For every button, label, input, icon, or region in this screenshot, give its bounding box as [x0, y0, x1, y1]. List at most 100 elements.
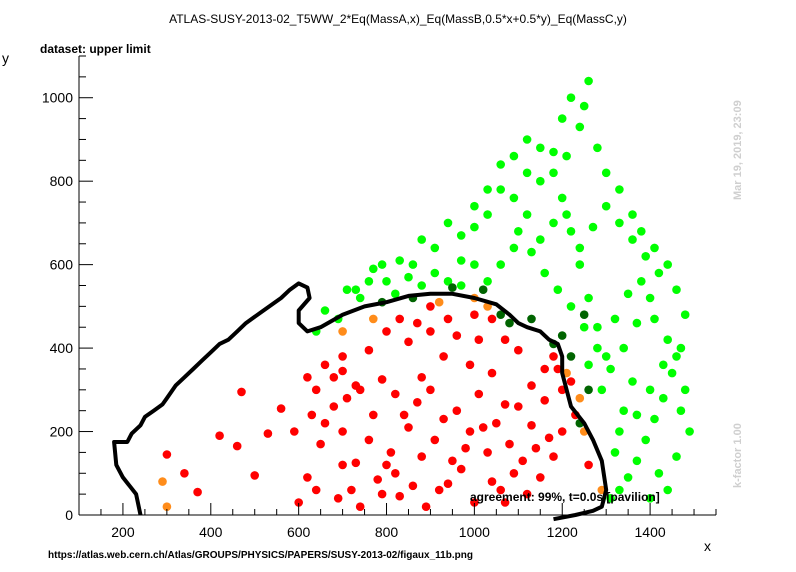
- allowed-point: [676, 343, 686, 353]
- excluded-point: [531, 443, 541, 453]
- allowed-point: [601, 201, 611, 211]
- excluded-point: [382, 327, 391, 336]
- agreement-label: agreement: 99%, t=0.0s [pavilion]: [470, 490, 660, 504]
- excluded-point: [522, 489, 532, 499]
- allowed-point: [672, 452, 681, 461]
- allowed-point: [391, 289, 400, 299]
- allowed-point: [593, 322, 602, 332]
- excluded-point: [487, 477, 497, 486]
- excluded-point: [355, 502, 365, 512]
- allowed-point: [588, 222, 598, 232]
- excluded-point: [303, 473, 312, 482]
- excluded-point: [386, 448, 396, 457]
- allowed-point: [654, 469, 664, 478]
- allowed-point: [659, 393, 668, 403]
- allowed-point: [584, 293, 593, 303]
- allowed-point: [637, 277, 646, 286]
- allowed-point: [320, 306, 330, 315]
- excluded-point: [500, 335, 510, 345]
- allowed-point: [443, 218, 453, 228]
- allowed-point: [659, 360, 668, 370]
- allowed-point: [566, 302, 576, 311]
- allowed-point: [637, 227, 646, 236]
- allowed-point: [610, 448, 620, 457]
- allowed-point: [456, 281, 466, 290]
- excluded_border-point: [434, 297, 444, 307]
- excluded-point: [470, 498, 479, 507]
- allowed_border-point: [557, 331, 567, 340]
- excluded-point: [364, 345, 374, 355]
- excluded-point: [465, 360, 475, 370]
- excluded-point: [338, 352, 347, 361]
- allowed-point: [575, 122, 585, 132]
- excluded-point: [540, 396, 549, 405]
- allowed-point: [404, 272, 413, 282]
- y-tick-label: 800: [50, 173, 74, 189]
- excluded-point: [294, 498, 304, 507]
- excluded-point: [342, 393, 352, 403]
- excluded-point: [474, 389, 484, 399]
- allowed-point: [650, 243, 659, 253]
- excluded-point: [540, 364, 549, 374]
- points-layer: [112, 76, 694, 522]
- excluded-point: [413, 318, 422, 328]
- allowed-point: [663, 335, 672, 345]
- excluded-point: [250, 471, 259, 480]
- allowed-point: [610, 314, 620, 324]
- excluded-point: [426, 327, 435, 336]
- allowed-point: [663, 260, 672, 269]
- excluded-point: [448, 456, 457, 466]
- allowed-point: [443, 277, 453, 286]
- allowed-point: [628, 235, 637, 244]
- excluded-point: [237, 387, 246, 397]
- excluded-point: [290, 427, 299, 436]
- allowed-point: [615, 485, 624, 495]
- allowed-point: [369, 264, 378, 274]
- x-tick-label: 1400: [635, 524, 666, 540]
- excluded-point: [320, 360, 330, 370]
- allowed-point: [641, 251, 650, 261]
- y-tick-label: 1000: [42, 90, 73, 106]
- allowed-point: [663, 485, 672, 495]
- excluded-point: [333, 494, 343, 503]
- allowed-point: [597, 385, 607, 395]
- allowed-point: [606, 364, 615, 374]
- excluded_border-point: [162, 502, 172, 512]
- allowed-point: [606, 494, 615, 503]
- allowed-point: [456, 256, 466, 265]
- allowed-point: [470, 201, 479, 211]
- allowed-point: [650, 414, 659, 424]
- excluded-point: [452, 331, 462, 340]
- allowed-point: [584, 360, 593, 370]
- excluded_border-point: [575, 393, 585, 403]
- allowed_border-point: [448, 283, 457, 292]
- excluded-point: [509, 469, 519, 478]
- excluded-point: [408, 481, 418, 491]
- excluded-point: [311, 485, 321, 495]
- allowed-point: [536, 176, 545, 186]
- excluded-point: [549, 352, 558, 361]
- allowed-point: [496, 260, 506, 269]
- excluded-point: [373, 475, 383, 484]
- allowed-point: [382, 277, 391, 286]
- allowed-point: [579, 101, 589, 111]
- allowed-point: [377, 260, 387, 269]
- allowed-point: [623, 473, 633, 482]
- allowed-point: [557, 193, 567, 203]
- excluded-point: [276, 404, 286, 413]
- excluded-point: [478, 423, 488, 432]
- y-tick-label: 0: [65, 507, 73, 523]
- excluded-point: [338, 460, 347, 470]
- allowed_border-point: [496, 310, 506, 320]
- excluded_border-point: [338, 327, 347, 336]
- excluded-point: [461, 443, 470, 453]
- allowed-point: [623, 289, 633, 299]
- allowed-point: [654, 268, 664, 278]
- excluded-point: [430, 435, 440, 445]
- allowed-point: [584, 76, 593, 86]
- allowed-point: [562, 210, 571, 219]
- excluded-point: [470, 310, 479, 320]
- allowed-point: [514, 227, 523, 236]
- allowed_border-point: [584, 385, 593, 395]
